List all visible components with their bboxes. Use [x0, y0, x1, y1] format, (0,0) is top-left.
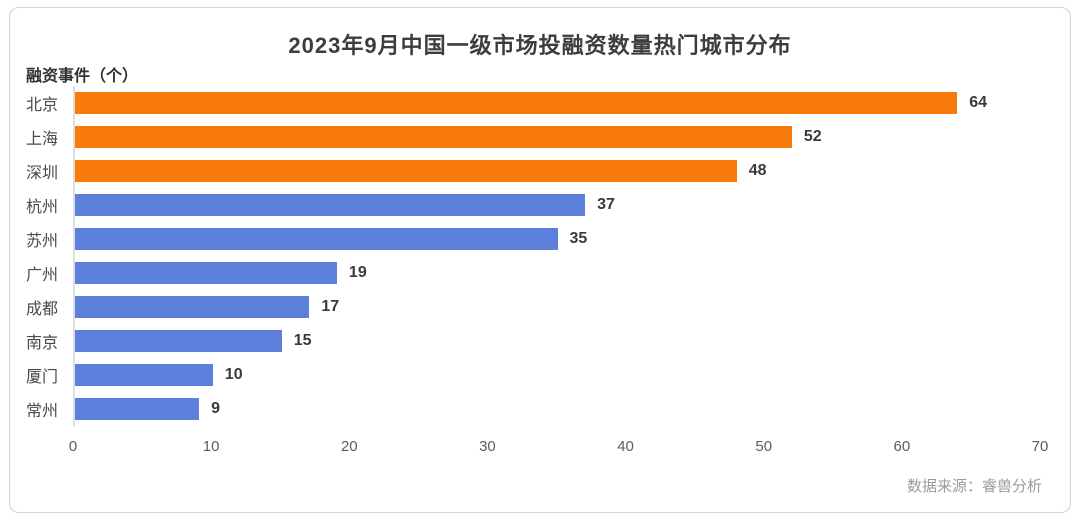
bar [75, 296, 310, 318]
value-label: 37 [597, 196, 615, 213]
category-label: 常州 [26, 403, 59, 420]
bar [75, 364, 213, 386]
bar-row: 64 [75, 86, 1040, 120]
x-tick-label: 70 [1031, 438, 1049, 455]
bar-row: 19 [75, 256, 1040, 290]
value-label: 64 [969, 94, 988, 111]
category-label: 成都 [26, 301, 59, 318]
chart-card: 2023年9月中国一级市场投融资数量热门城市分布 融资事件（个） 北京上海深圳杭… [9, 7, 1071, 513]
x-tick-label: 60 [893, 438, 911, 455]
bar-row: 9 [75, 392, 1040, 426]
category-axis: 北京上海深圳杭州苏州广州成都南京厦门常州 [26, 86, 73, 426]
value-axis-caption: 融资事件（个） [26, 68, 139, 85]
x-tick-label: 40 [617, 438, 634, 455]
bar-row: 15 [75, 324, 1040, 358]
bar-row: 52 [75, 120, 1040, 154]
plot-area: 北京上海深圳杭州苏州广州成都南京厦门常州 64 52 48 37 35 19 17 15 10 9 [26, 86, 1040, 426]
value-label: 10 [224, 366, 243, 383]
category-label: 深圳 [26, 165, 59, 182]
x-tick-label: 20 [340, 438, 358, 455]
chart-title: 2023年9月中国一级市场投融资数量热门城市分布 [288, 33, 792, 58]
category-label: 杭州 [26, 199, 59, 216]
x-tick-label: 0 [68, 438, 78, 455]
bar-row: 17 [75, 290, 1040, 324]
value-label: 9 [211, 400, 220, 417]
bar [75, 160, 737, 182]
bar [75, 228, 558, 250]
bar-row: 37 [75, 188, 1040, 222]
category-label: 苏州 [26, 233, 59, 250]
x-axis: 0 10 20 30 40 50 60 70 [69, 438, 1049, 458]
category-label: 上海 [26, 131, 59, 148]
category-label: 广州 [26, 267, 59, 284]
bar [75, 194, 586, 216]
category-label: 北京 [26, 97, 59, 114]
value-label: 15 [293, 332, 312, 349]
category-label: 厦门 [26, 369, 59, 386]
value-label: 35 [569, 230, 588, 247]
bar [75, 398, 200, 420]
x-tick-label: 30 [479, 438, 496, 455]
x-tick-label: 10 [202, 438, 220, 455]
bar-row: 35 [75, 222, 1040, 256]
bar [75, 92, 958, 114]
bars-area: 64 52 48 37 35 19 17 15 10 9 [73, 86, 1040, 426]
bar [75, 126, 792, 148]
value-label: 17 [321, 298, 340, 315]
bar [75, 330, 282, 352]
value-label: 48 [748, 162, 767, 179]
value-label: 19 [348, 264, 367, 281]
category-label: 南京 [26, 335, 59, 352]
x-tick-label: 50 [755, 438, 773, 455]
data-source-note: 数据来源：睿兽分析 [906, 478, 1042, 495]
bar-row: 10 [75, 358, 1040, 392]
value-label: 52 [803, 128, 822, 145]
bar-row: 48 [75, 154, 1040, 188]
bar [75, 262, 337, 284]
